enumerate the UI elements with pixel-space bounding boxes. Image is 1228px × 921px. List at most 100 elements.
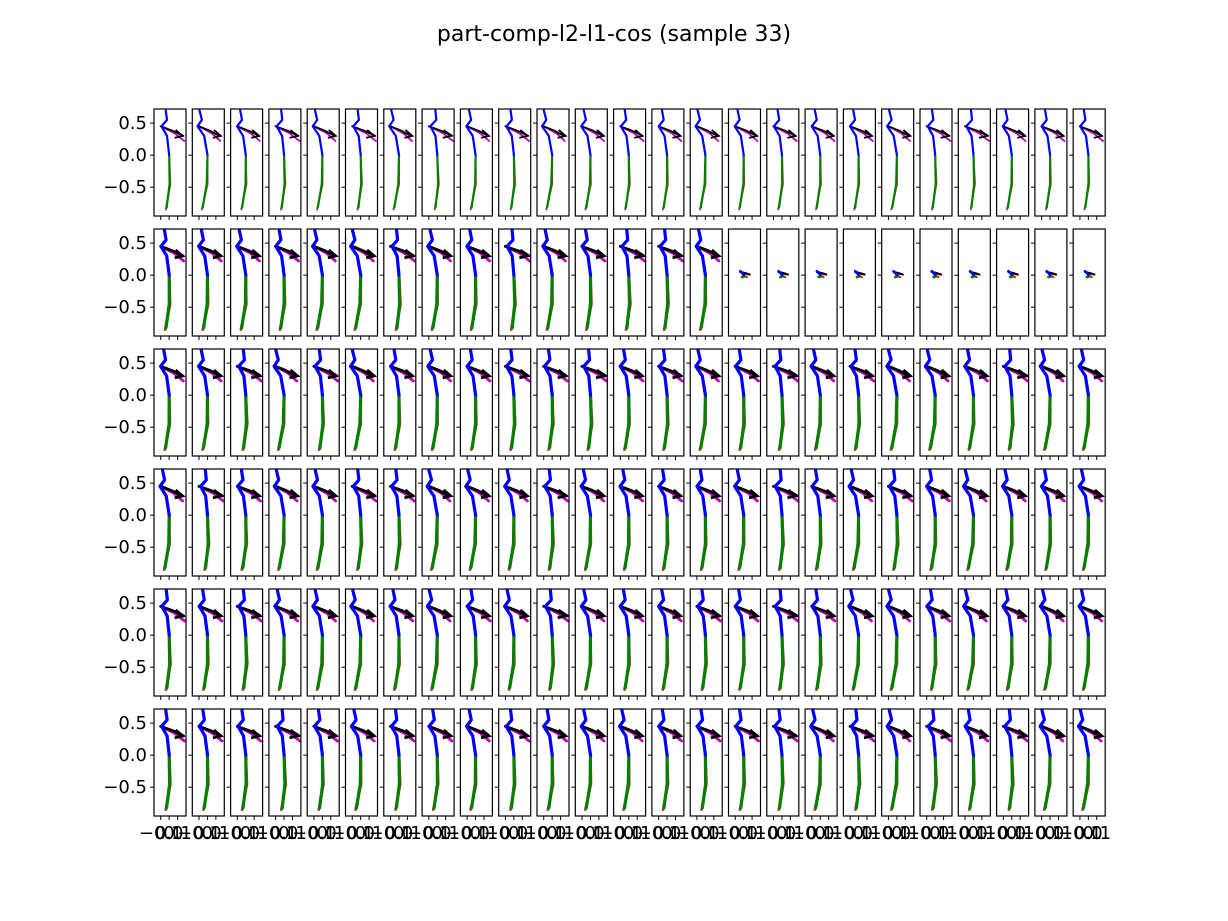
spine-line (159, 228, 171, 277)
y-tick-label: −0.5 (103, 417, 147, 438)
subplot-r4-c1 (188, 588, 225, 700)
subplot-r3-c4 (303, 468, 340, 580)
spine-line (349, 228, 363, 277)
subplot-r2-c17 (801, 348, 838, 460)
axes-frame (459, 708, 493, 817)
x-tick-label: −0.1 (675, 823, 719, 844)
arm-arrowhead (212, 488, 224, 500)
subplot-r0-c11 (571, 108, 608, 220)
arm-arrowhead (404, 368, 416, 380)
arm-arrowhead (902, 129, 913, 139)
subplot-r5-c4: −0.10.00.1 (292, 708, 345, 844)
spine-line (465, 228, 478, 277)
subplot-r5-c24: −0.10.00.1 (1058, 708, 1111, 844)
spine-line (427, 708, 439, 757)
arm-arrowhead (289, 608, 301, 620)
spine-line (926, 109, 937, 157)
left-leg-line (852, 513, 861, 570)
arm-a-line (696, 125, 719, 137)
arm-arrowhead (825, 728, 837, 740)
axes-frame (612, 348, 647, 457)
axes-frame (919, 708, 953, 817)
arm-arrowhead (710, 248, 722, 260)
subplot-r5-c9: −0.10.00.1 (484, 708, 537, 844)
spine-line (1003, 708, 1014, 757)
arm-arrowhead (863, 368, 876, 380)
left-leg-line (470, 633, 478, 690)
axes-frame (344, 108, 379, 217)
spine-line (923, 348, 937, 397)
arm-arrowhead (250, 248, 263, 260)
axes-frame (268, 708, 302, 817)
axes-frame (957, 348, 991, 457)
arm-arrowhead (1055, 368, 1067, 380)
left-leg-line (1043, 393, 1052, 450)
arm-a-line (1040, 604, 1064, 618)
spine-line (695, 468, 707, 517)
axes-frame (651, 228, 685, 337)
x-tick-label: 0.1 (316, 823, 345, 844)
subplot-r3-c19 (877, 468, 915, 580)
left-leg-line (1084, 154, 1090, 209)
arm-arrowhead (1093, 728, 1105, 740)
left-leg-line (623, 393, 631, 450)
subplot-r2-c16 (762, 348, 800, 460)
subplot-r2-c10 (533, 348, 570, 460)
subplot-r3-c9 (494, 468, 532, 580)
axes-frame (230, 468, 264, 577)
arm-a-line (1078, 724, 1102, 738)
axes-frame (1072, 708, 1106, 817)
subplot-r4-c7 (418, 588, 455, 700)
axes-frame (651, 108, 685, 217)
x-tick-label: 0.1 (585, 823, 614, 844)
spine-line (504, 708, 516, 757)
spine-line (963, 708, 976, 757)
x-tick-label: 0.0 (921, 823, 950, 844)
arm-arrowhead (442, 728, 454, 740)
axes-frame (689, 588, 723, 697)
x-tick-label: 0.1 (546, 823, 575, 844)
left-leg-line (815, 513, 822, 570)
subplot-r1-c12 (609, 228, 647, 340)
x-tick-label: 0.0 (614, 823, 643, 844)
left-leg-line (623, 513, 631, 570)
arm-arrowhead (825, 488, 837, 500)
arm-arrowhead (787, 368, 799, 380)
subplot-r5-c17: −0.10.00.1 (790, 708, 843, 844)
subplot-r3-c12 (609, 468, 647, 580)
left-leg-line (931, 154, 937, 209)
axes-frame (153, 108, 187, 217)
spine-line (618, 468, 631, 517)
axes-frame (804, 228, 838, 337)
spine-line (815, 270, 822, 277)
spine-line (425, 588, 439, 637)
subplot-r0-c22 (992, 108, 1030, 220)
left-leg-line (434, 154, 440, 209)
left-leg-line (280, 154, 286, 209)
arm-arrowhead (365, 728, 378, 740)
axes-frame (689, 348, 723, 457)
axes-frame (804, 468, 838, 577)
left-leg-line (815, 154, 822, 209)
left-leg-line (201, 393, 210, 450)
left-leg-line (1043, 633, 1052, 690)
spine-line (465, 109, 477, 157)
subplot-r3-c17 (801, 468, 838, 580)
x-tick-label: 0.1 (814, 823, 843, 844)
left-leg-line (1082, 393, 1090, 450)
x-tick-label: 0.0 (1036, 823, 1065, 844)
spine-line (426, 348, 439, 397)
left-leg-line (778, 753, 785, 810)
subplot-r3-c15 (724, 468, 762, 580)
subplot-r3-c3 (264, 468, 302, 580)
axes-frame (383, 348, 417, 457)
arm-arrowhead (978, 728, 990, 740)
subplot-r5-c16: −0.10.00.1 (752, 708, 805, 844)
axes-frame (306, 108, 340, 217)
subplot-r3-c24 (1069, 468, 1106, 580)
left-leg-line (316, 513, 324, 570)
spine-line (158, 468, 171, 517)
subplot-r3-c13 (647, 468, 685, 580)
axes-frame (306, 588, 340, 697)
axes-frame (1072, 468, 1106, 577)
